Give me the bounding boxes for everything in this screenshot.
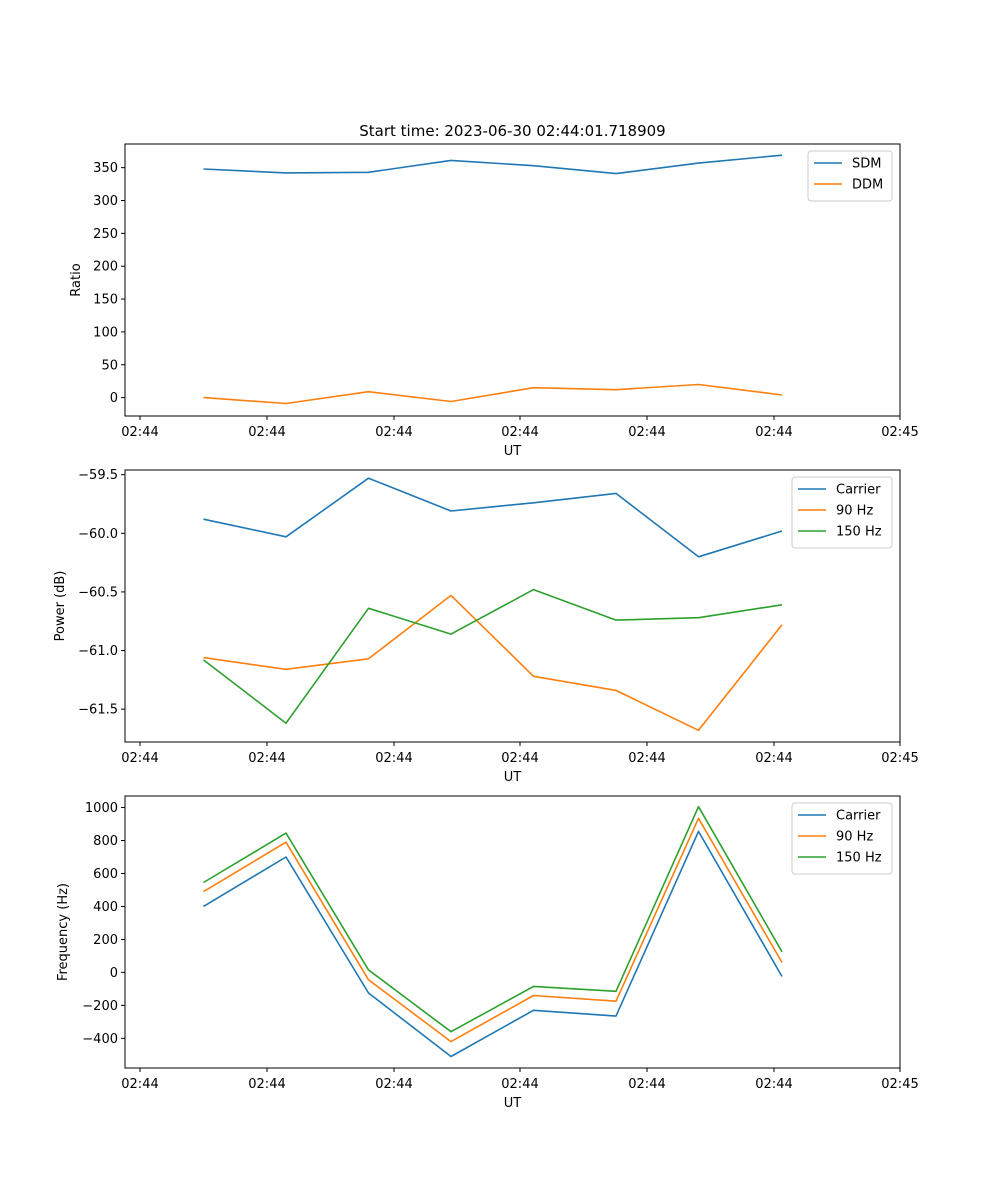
x-axis-label: UT [504, 444, 522, 459]
x-tick-label: 02:44 [121, 751, 158, 766]
y-tick-label: 200 [93, 933, 118, 948]
x-tick-label: 02:44 [375, 425, 412, 440]
x-tick-label: 02:45 [881, 751, 918, 766]
axes-frame [124, 469, 901, 743]
x-tick-label: 02:45 [881, 1077, 918, 1092]
y-tick-label: 150 [93, 293, 118, 308]
series-line-150-hz [203, 588, 783, 725]
y-tick-label: 800 [93, 834, 118, 849]
y-tick-label: −60.5 [78, 585, 118, 600]
legend: Carrier 90 Hz 150 Hz [791, 476, 893, 549]
x-tick-label: 02:44 [375, 751, 412, 766]
legend-label: 90 Hz [836, 504, 873, 519]
y-tick-label: −59.5 [78, 468, 118, 483]
y-tick-label: 400 [93, 900, 118, 915]
subplot-3: 02:44 02:44 02:44 02:44 02:44 02:44 02:45 1000 8… [56, 795, 919, 1111]
y-axis-label: Power (dB) [53, 571, 68, 642]
x-tick-label: 02:44 [755, 1077, 792, 1092]
y-tick-label: 350 [93, 161, 118, 176]
series-line-150-hz [203, 805, 783, 1033]
legend-label: SDM [852, 157, 881, 172]
y-tick-label: −200 [82, 999, 118, 1014]
x-tick-label: 02:44 [375, 1077, 412, 1092]
x-tick-label: 02:44 [248, 751, 285, 766]
y-axis-label: Ratio [69, 263, 84, 296]
y-tick-label: −60.0 [78, 527, 118, 542]
series-line-ddm [203, 383, 783, 405]
subplot-2: 02:44 02:44 02:44 02:44 02:44 02:44 02:45 −59.5… [53, 468, 919, 785]
legend-label: 150 Hz [836, 851, 882, 866]
series-line-carrier [203, 830, 783, 1058]
x-tick-label: 02:44 [248, 425, 285, 440]
x-tick-label: 02:44 [501, 751, 538, 766]
x-tick-label: 02:44 [501, 1077, 538, 1092]
legend-label: Carrier [836, 809, 881, 824]
x-tick-label: 02:44 [755, 425, 792, 440]
y-tick-label: −61.0 [78, 644, 118, 659]
series-line-sdm [203, 154, 783, 175]
x-tick-label: 02:44 [248, 1077, 285, 1092]
x-axis-label: UT [504, 770, 522, 785]
subplots: 02:44 02:44 02:44 02:44 02:44 02:44 02:45 0 50 10… [53, 143, 919, 1111]
legend-label: 150 Hz [836, 525, 882, 540]
y-tick-label: 300 [93, 194, 118, 209]
x-tick-label: 02:44 [121, 1077, 158, 1092]
legend: Carrier 90 Hz 150 Hz [791, 802, 893, 875]
series-line-90-hz [203, 594, 783, 732]
x-tick-label: 02:44 [501, 425, 538, 440]
y-tick-label: 50 [101, 358, 118, 373]
x-axis-label: UT [504, 1096, 522, 1111]
legend-label: Carrier [836, 483, 881, 498]
x-tick-label: 02:44 [628, 425, 665, 440]
x-tick-label: 02:44 [628, 1077, 665, 1092]
legend-label: 90 Hz [836, 830, 873, 845]
legend-label: DDM [852, 178, 883, 193]
axes-frame [124, 143, 901, 417]
y-axis-label: Frequency (Hz) [56, 883, 71, 981]
y-tick-label: 250 [93, 227, 118, 242]
y-tick-label: 200 [93, 260, 118, 275]
y-tick-label: −61.5 [78, 703, 118, 718]
y-tick-label: 100 [93, 325, 118, 340]
y-tick-label: 0 [110, 391, 118, 406]
x-tick-label: 02:44 [121, 425, 158, 440]
y-tick-label: 0 [110, 966, 118, 981]
x-tick-label: 02:44 [755, 751, 792, 766]
series-line-90-hz [203, 817, 783, 1043]
axes-frame [124, 795, 901, 1069]
subplot-1: 02:44 02:44 02:44 02:44 02:44 02:44 02:45 0 50 10… [69, 143, 919, 459]
series-line-carrier [203, 477, 783, 558]
figure-title: Start time: 2023-06-30 02:44:01.718909 [359, 122, 665, 140]
y-tick-label: 600 [93, 867, 118, 882]
x-tick-label: 02:45 [881, 425, 918, 440]
y-tick-label: −400 [82, 1032, 118, 1047]
y-tick-label: 1000 [85, 801, 118, 816]
x-tick-label: 02:44 [628, 751, 665, 766]
legend: SDM DDM [807, 150, 893, 202]
